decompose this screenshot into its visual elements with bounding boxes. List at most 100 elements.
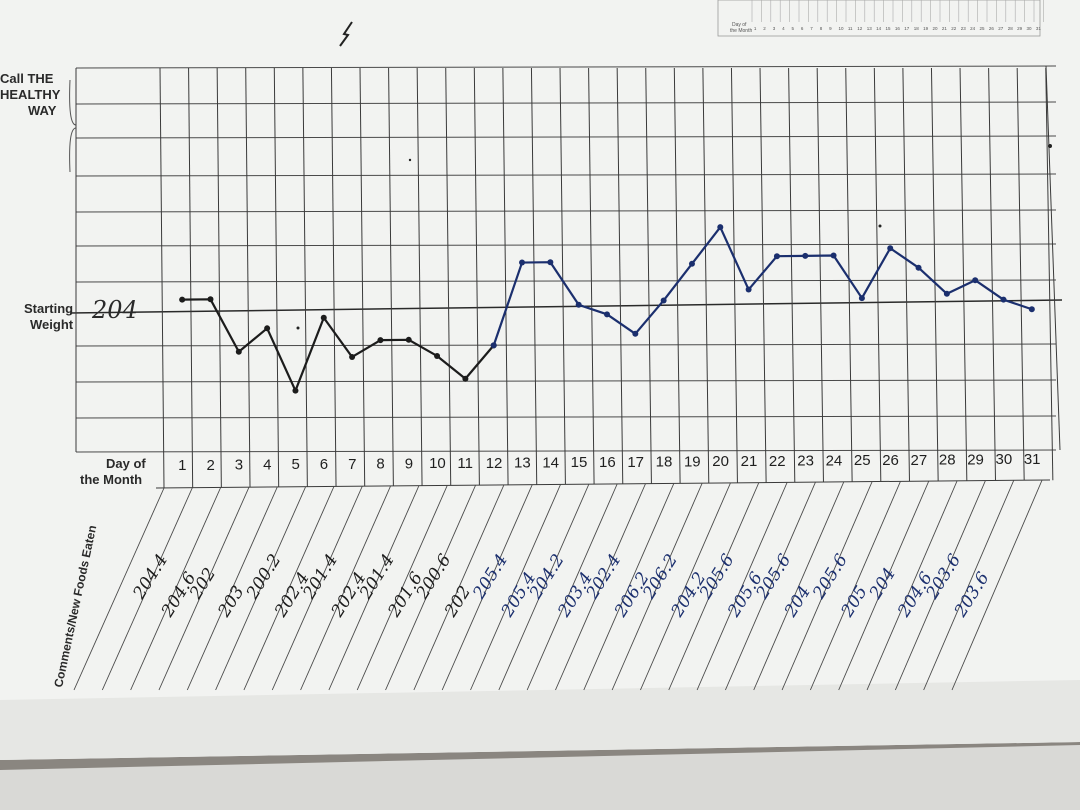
comment-columns [73, 480, 1043, 691]
mini-chart: Day of the Month 1 2 3 4 5 6 7 8 9 10 11 12 13 14 15 16… [717, 0, 1044, 37]
grid-column-line [959, 67, 968, 482]
comment-column-line [300, 485, 391, 691]
data-point [320, 314, 327, 321]
grid-column-line [816, 67, 824, 483]
grid-column-line [530, 67, 538, 485]
day-number: 14 [542, 454, 559, 471]
comment-column-line [385, 485, 476, 691]
data-point [575, 301, 582, 308]
weight-series [179, 224, 1035, 394]
comment-column-line [781, 481, 873, 691]
day-number: 29 [967, 451, 984, 468]
data-point [462, 375, 469, 382]
grid-row-line [75, 135, 1057, 139]
grid-column-line [788, 67, 796, 483]
comment-column-line [866, 480, 958, 691]
grid-column-line [216, 67, 222, 488]
day-number: 22 [769, 453, 786, 470]
comment-column-line [158, 487, 250, 691]
day-number: 6 [320, 456, 328, 473]
day-number: 26 [882, 452, 899, 469]
call-label-line2: HEALTHY [0, 87, 61, 102]
grid-column-line [759, 67, 767, 483]
stray-dot [878, 224, 882, 228]
data-point [179, 296, 186, 303]
data-point [292, 387, 299, 394]
comment-column-line [640, 482, 731, 691]
mini-day-number: 29 [1017, 26, 1023, 31]
day-number: 11 [457, 455, 473, 472]
data-point [490, 342, 497, 349]
data-point [887, 245, 894, 252]
mini-day-number: 30 [1027, 26, 1033, 31]
mini-day-number: 22 [951, 26, 957, 31]
grid-row-line [75, 379, 1057, 383]
data-point [660, 297, 667, 304]
lower-paper-sheet [0, 745, 1080, 810]
grid-column-line [988, 67, 997, 481]
mini-day-number: 11 [848, 26, 853, 31]
mini-day-number: 18 [914, 26, 920, 31]
comment-column-line [668, 482, 760, 691]
grid-column-line [845, 67, 853, 483]
comment-column-line [951, 480, 1043, 691]
day-number: 20 [712, 453, 729, 470]
grid-column-line [502, 67, 509, 486]
mini-day-number: 24 [970, 26, 976, 31]
series-line [492, 226, 1033, 346]
comment-column-line [725, 482, 816, 691]
mini-day-number: 28 [1008, 26, 1014, 31]
grid-row-line [75, 173, 1057, 177]
grid-column-line [673, 67, 681, 484]
grid-column-line [559, 67, 566, 485]
grid-column-line [930, 67, 939, 482]
comment-column-line [215, 486, 307, 691]
day-number: 10 [429, 455, 446, 472]
grid-column-line [302, 67, 308, 487]
data-point [604, 311, 610, 318]
day-number: 28 [939, 452, 956, 469]
day-numbers: 1 2 3 4 5 6 7 8 9 10 11 12 13 14 15 16 17 18 19 20 21 22 23 24 2… [178, 451, 1040, 474]
comment-column-line [809, 481, 901, 691]
mini-day-number: 23 [961, 26, 967, 31]
data-point [207, 296, 214, 303]
data-point [773, 253, 780, 260]
data-point [1028, 306, 1035, 313]
data-point [972, 277, 979, 284]
day-number: 12 [486, 455, 503, 472]
comment-column-line [753, 481, 845, 691]
comment-column-line [555, 483, 646, 691]
comment-column-line [271, 486, 363, 691]
data-point [519, 259, 526, 266]
data-point [434, 352, 441, 359]
grid-column-line [330, 67, 337, 487]
data-point [943, 290, 950, 297]
mini-day-number: 16 [895, 26, 901, 31]
series-line [182, 298, 495, 392]
data-point [405, 336, 412, 343]
comment-column-line [73, 487, 165, 691]
day-number: 21 [741, 453, 758, 470]
comment-column-line [526, 483, 618, 691]
data-point [547, 259, 554, 266]
day-number: 13 [514, 455, 531, 472]
mini-chart-label-line1: Day of [732, 22, 747, 28]
comment-column-line [583, 483, 675, 691]
data-point [745, 286, 752, 293]
grid-column-line [588, 67, 595, 485]
starting-label-line2: Weight [30, 317, 74, 332]
day-number: 17 [627, 454, 644, 471]
starting-label-line1: Starting [24, 301, 73, 316]
mini-day-number: 2 [763, 26, 766, 31]
grid-column-line [445, 67, 452, 486]
mini-day-number: 6 [801, 26, 804, 31]
mini-day-number: 20 [933, 26, 939, 31]
grid-column-line [159, 67, 165, 489]
day-number: 5 [291, 456, 299, 473]
comment-column-line [894, 480, 986, 691]
comment-column-line [413, 484, 505, 691]
grid-column-line [1016, 67, 1025, 481]
day-number: 19 [684, 453, 701, 470]
grid-right-border [1045, 65, 1061, 451]
